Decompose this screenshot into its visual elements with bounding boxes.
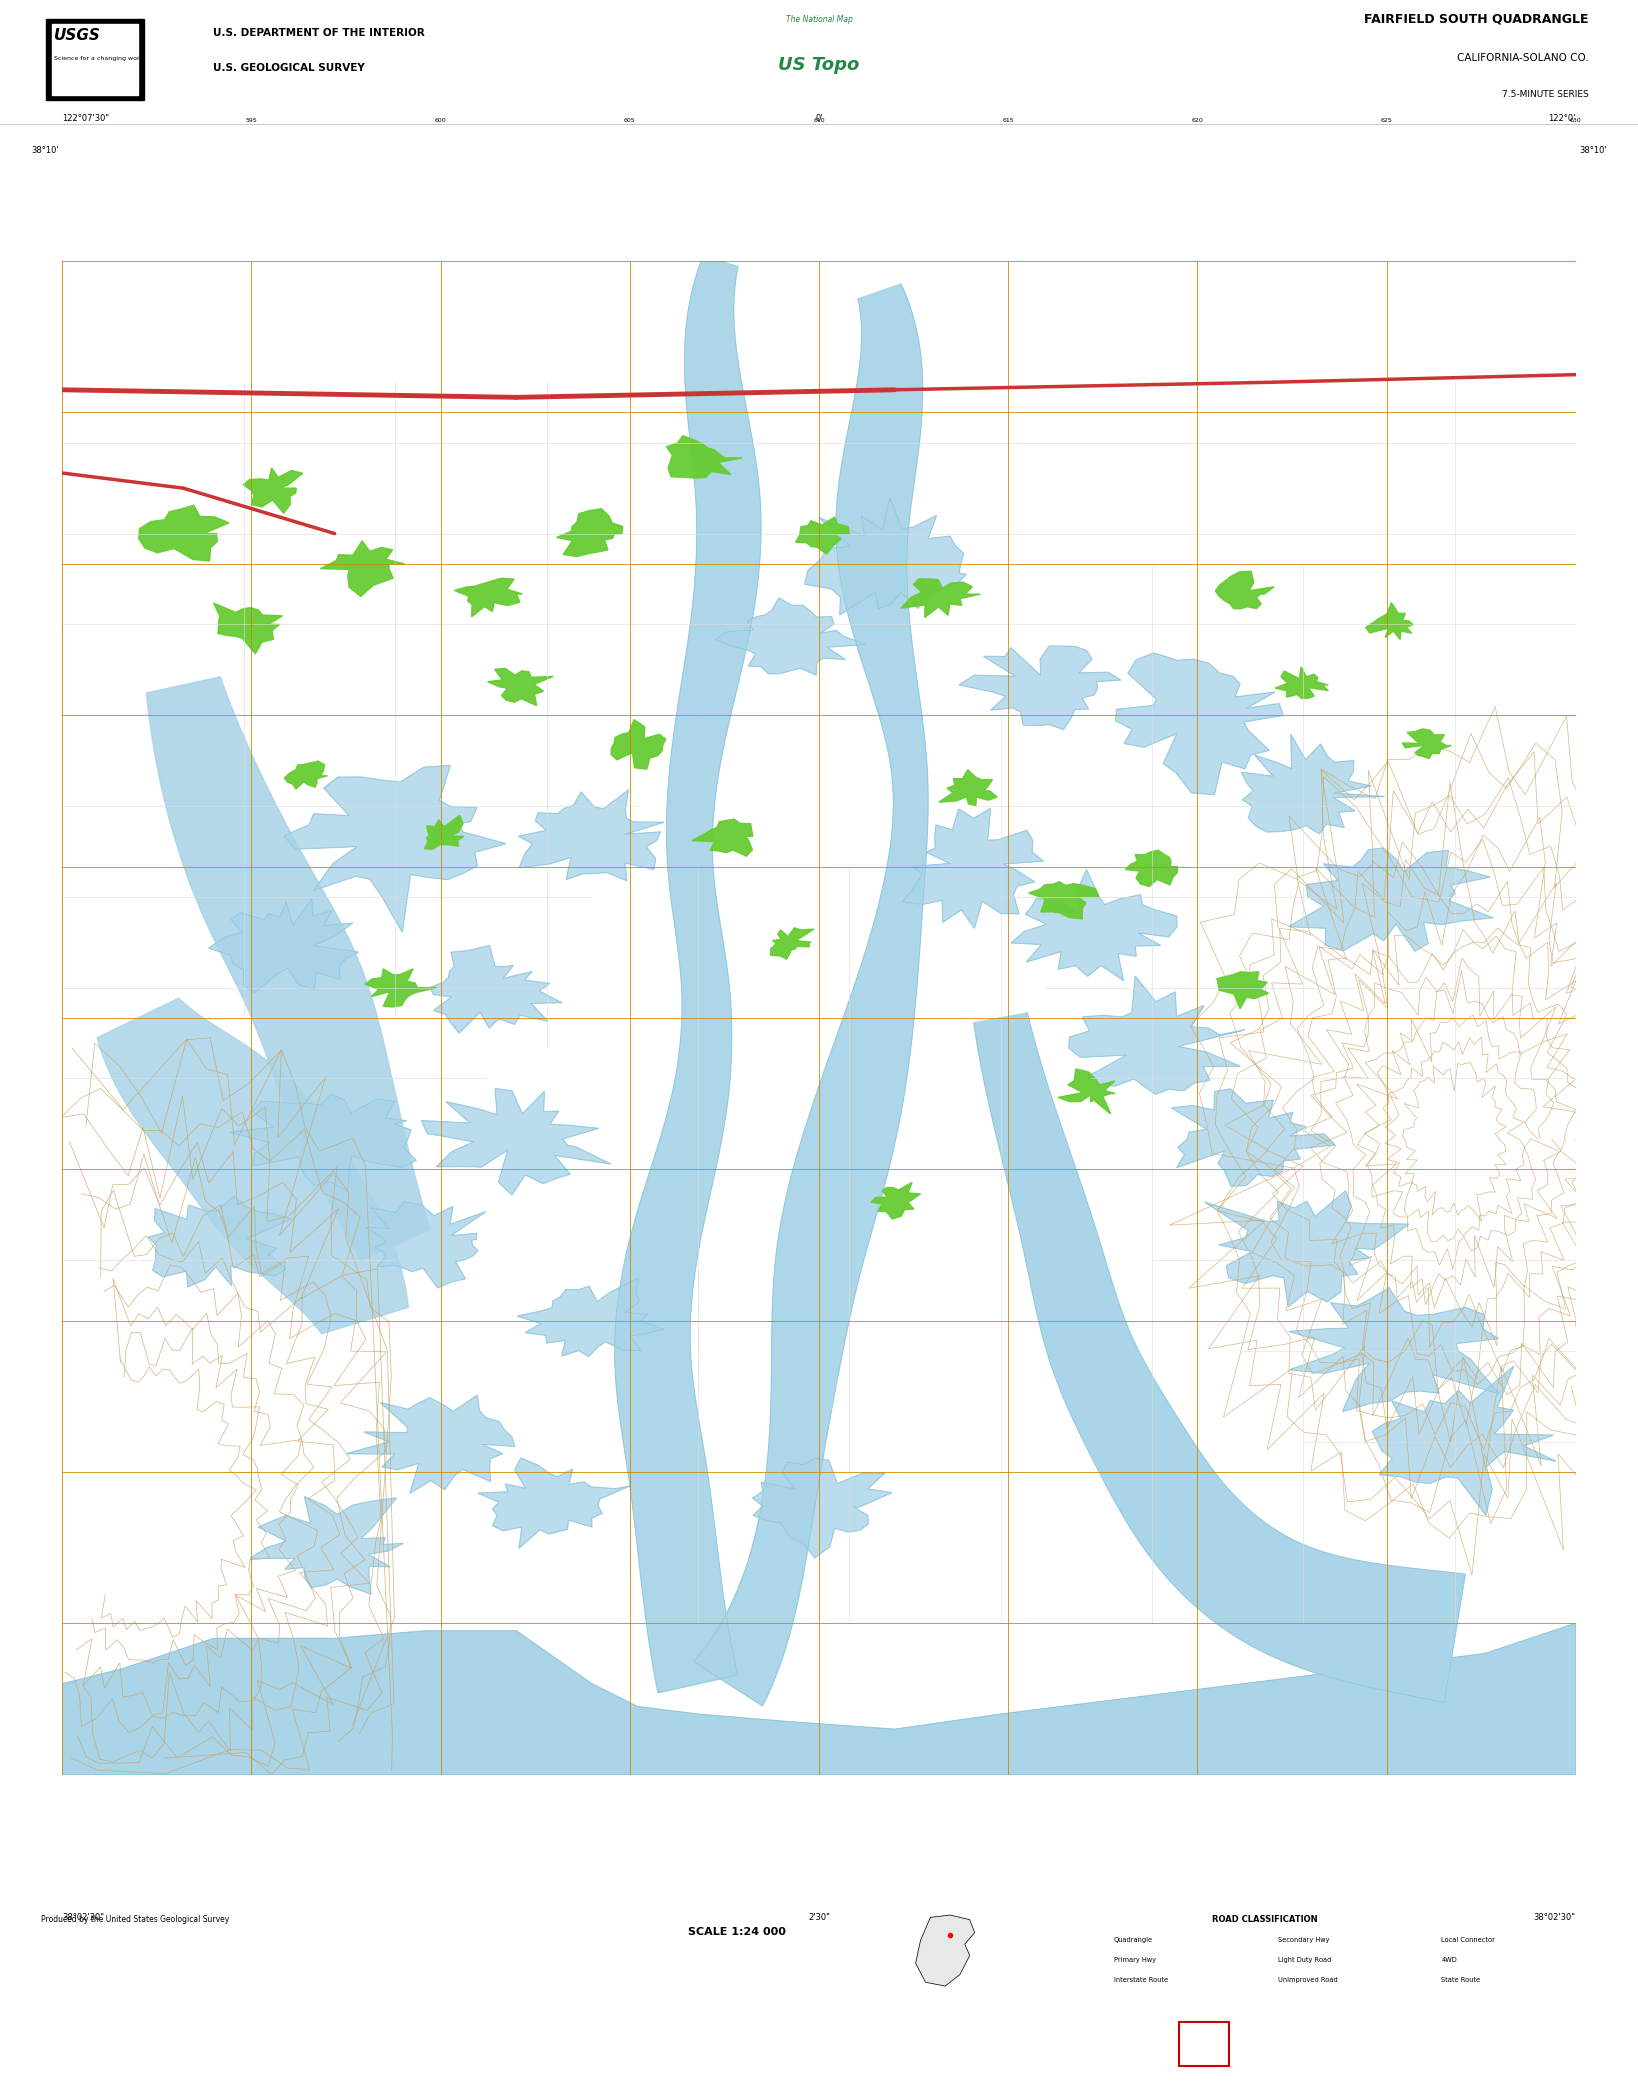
Polygon shape [871, 1182, 921, 1219]
Text: Quadrangle: Quadrangle [1114, 1938, 1153, 1944]
Polygon shape [229, 1094, 416, 1192]
Text: Light Duty Road: Light Duty Road [1278, 1956, 1332, 1963]
Polygon shape [149, 1196, 292, 1286]
Polygon shape [146, 677, 429, 1259]
Bar [46, 19, 144, 100]
Text: 605: 605 [624, 119, 636, 123]
Text: Produced by the United States Geological Survey: Produced by the United States Geological… [41, 1915, 229, 1923]
Polygon shape [611, 720, 665, 768]
Polygon shape [518, 1278, 663, 1357]
Text: Science for a changing world: Science for a changing world [54, 56, 146, 61]
Polygon shape [1125, 850, 1178, 887]
Text: State Route: State Route [1441, 1977, 1481, 1984]
Text: USGS: USGS [54, 27, 102, 42]
Polygon shape [213, 603, 282, 654]
Polygon shape [1366, 603, 1414, 639]
Polygon shape [752, 1457, 891, 1558]
Polygon shape [771, 927, 814, 958]
Polygon shape [488, 668, 554, 706]
Text: 595: 595 [246, 119, 257, 123]
Text: 38°10': 38°10' [31, 146, 59, 155]
Text: 38°02'30": 38°02'30" [1533, 1913, 1576, 1921]
Text: Primary Hwy: Primary Hwy [1114, 1956, 1156, 1963]
Polygon shape [1373, 1366, 1556, 1516]
Polygon shape [614, 255, 762, 1693]
Text: 38°02'30": 38°02'30" [62, 1913, 105, 1921]
Polygon shape [975, 1013, 1466, 1702]
Polygon shape [62, 1622, 1576, 1775]
Polygon shape [796, 518, 848, 553]
Polygon shape [367, 1201, 486, 1288]
Polygon shape [901, 578, 981, 618]
Polygon shape [1068, 977, 1245, 1094]
Polygon shape [251, 1497, 403, 1593]
Polygon shape [478, 1457, 631, 1549]
Polygon shape [1011, 869, 1178, 981]
Text: 600: 600 [434, 119, 447, 123]
Polygon shape [1058, 1069, 1115, 1115]
Text: Secondary Hwy: Secondary Hwy [1278, 1938, 1328, 1944]
Polygon shape [804, 497, 966, 614]
Polygon shape [939, 770, 998, 806]
Polygon shape [1289, 848, 1492, 952]
Polygon shape [424, 814, 464, 850]
Polygon shape [365, 969, 437, 1006]
Text: 122°07'30": 122°07'30" [62, 115, 110, 123]
Text: 7.5-MINUTE SERIES: 7.5-MINUTE SERIES [1502, 90, 1589, 100]
Polygon shape [903, 808, 1043, 927]
Bar [52, 23, 138, 96]
Text: CALIFORNIA-SOLANO CO.: CALIFORNIA-SOLANO CO. [1458, 52, 1589, 63]
Polygon shape [431, 946, 562, 1034]
Polygon shape [1289, 1288, 1499, 1411]
Polygon shape [716, 597, 865, 674]
Text: Unimproved Road: Unimproved Road [1278, 1977, 1337, 1984]
Polygon shape [691, 818, 753, 856]
Polygon shape [139, 505, 229, 562]
Text: U.S. GEOLOGICAL SURVEY: U.S. GEOLOGICAL SURVEY [213, 63, 365, 73]
Polygon shape [242, 468, 303, 514]
Polygon shape [667, 436, 742, 478]
Polygon shape [1029, 881, 1099, 919]
Polygon shape [1204, 1190, 1409, 1307]
Polygon shape [97, 998, 408, 1334]
Polygon shape [208, 900, 359, 994]
Text: Local Connector: Local Connector [1441, 1938, 1495, 1944]
Text: 615: 615 [1002, 119, 1014, 123]
Polygon shape [958, 645, 1120, 729]
Text: US Topo: US Topo [778, 56, 860, 75]
Text: 122°0': 122°0' [1548, 115, 1576, 123]
Polygon shape [283, 766, 506, 931]
Polygon shape [519, 789, 663, 881]
Text: The National Map: The National Map [786, 15, 852, 25]
Text: 38°10': 38°10' [1579, 146, 1607, 155]
Polygon shape [1115, 654, 1283, 796]
Text: 610: 610 [812, 119, 826, 123]
Polygon shape [916, 1915, 975, 1986]
Polygon shape [695, 284, 929, 1706]
Text: U.S. DEPARTMENT OF THE INTERIOR: U.S. DEPARTMENT OF THE INTERIOR [213, 27, 424, 38]
Text: 620: 620 [1191, 119, 1204, 123]
Text: 630: 630 [1569, 119, 1582, 123]
Bar [1179, 2021, 1228, 2067]
Polygon shape [1274, 666, 1328, 699]
Text: 2'30": 2'30" [808, 1913, 830, 1921]
Polygon shape [557, 509, 622, 557]
Polygon shape [1215, 572, 1274, 610]
Polygon shape [285, 762, 328, 789]
Text: FAIRFIELD SOUTH QUADRANGLE: FAIRFIELD SOUTH QUADRANGLE [1364, 13, 1589, 25]
Text: 625: 625 [1381, 119, 1392, 123]
Text: ROAD CLASSIFICATION: ROAD CLASSIFICATION [1212, 1915, 1317, 1923]
Polygon shape [1242, 735, 1384, 833]
Polygon shape [1171, 1090, 1335, 1186]
Text: Interstate Route: Interstate Route [1114, 1977, 1168, 1984]
Polygon shape [346, 1395, 514, 1493]
Polygon shape [421, 1088, 611, 1194]
Polygon shape [1217, 971, 1268, 1009]
Polygon shape [454, 578, 523, 616]
Polygon shape [321, 541, 405, 597]
Text: SCALE 1:24 000: SCALE 1:24 000 [688, 1927, 786, 1938]
Text: 4WD: 4WD [1441, 1956, 1458, 1963]
Polygon shape [1402, 729, 1451, 758]
Text: 0': 0' [816, 115, 822, 123]
